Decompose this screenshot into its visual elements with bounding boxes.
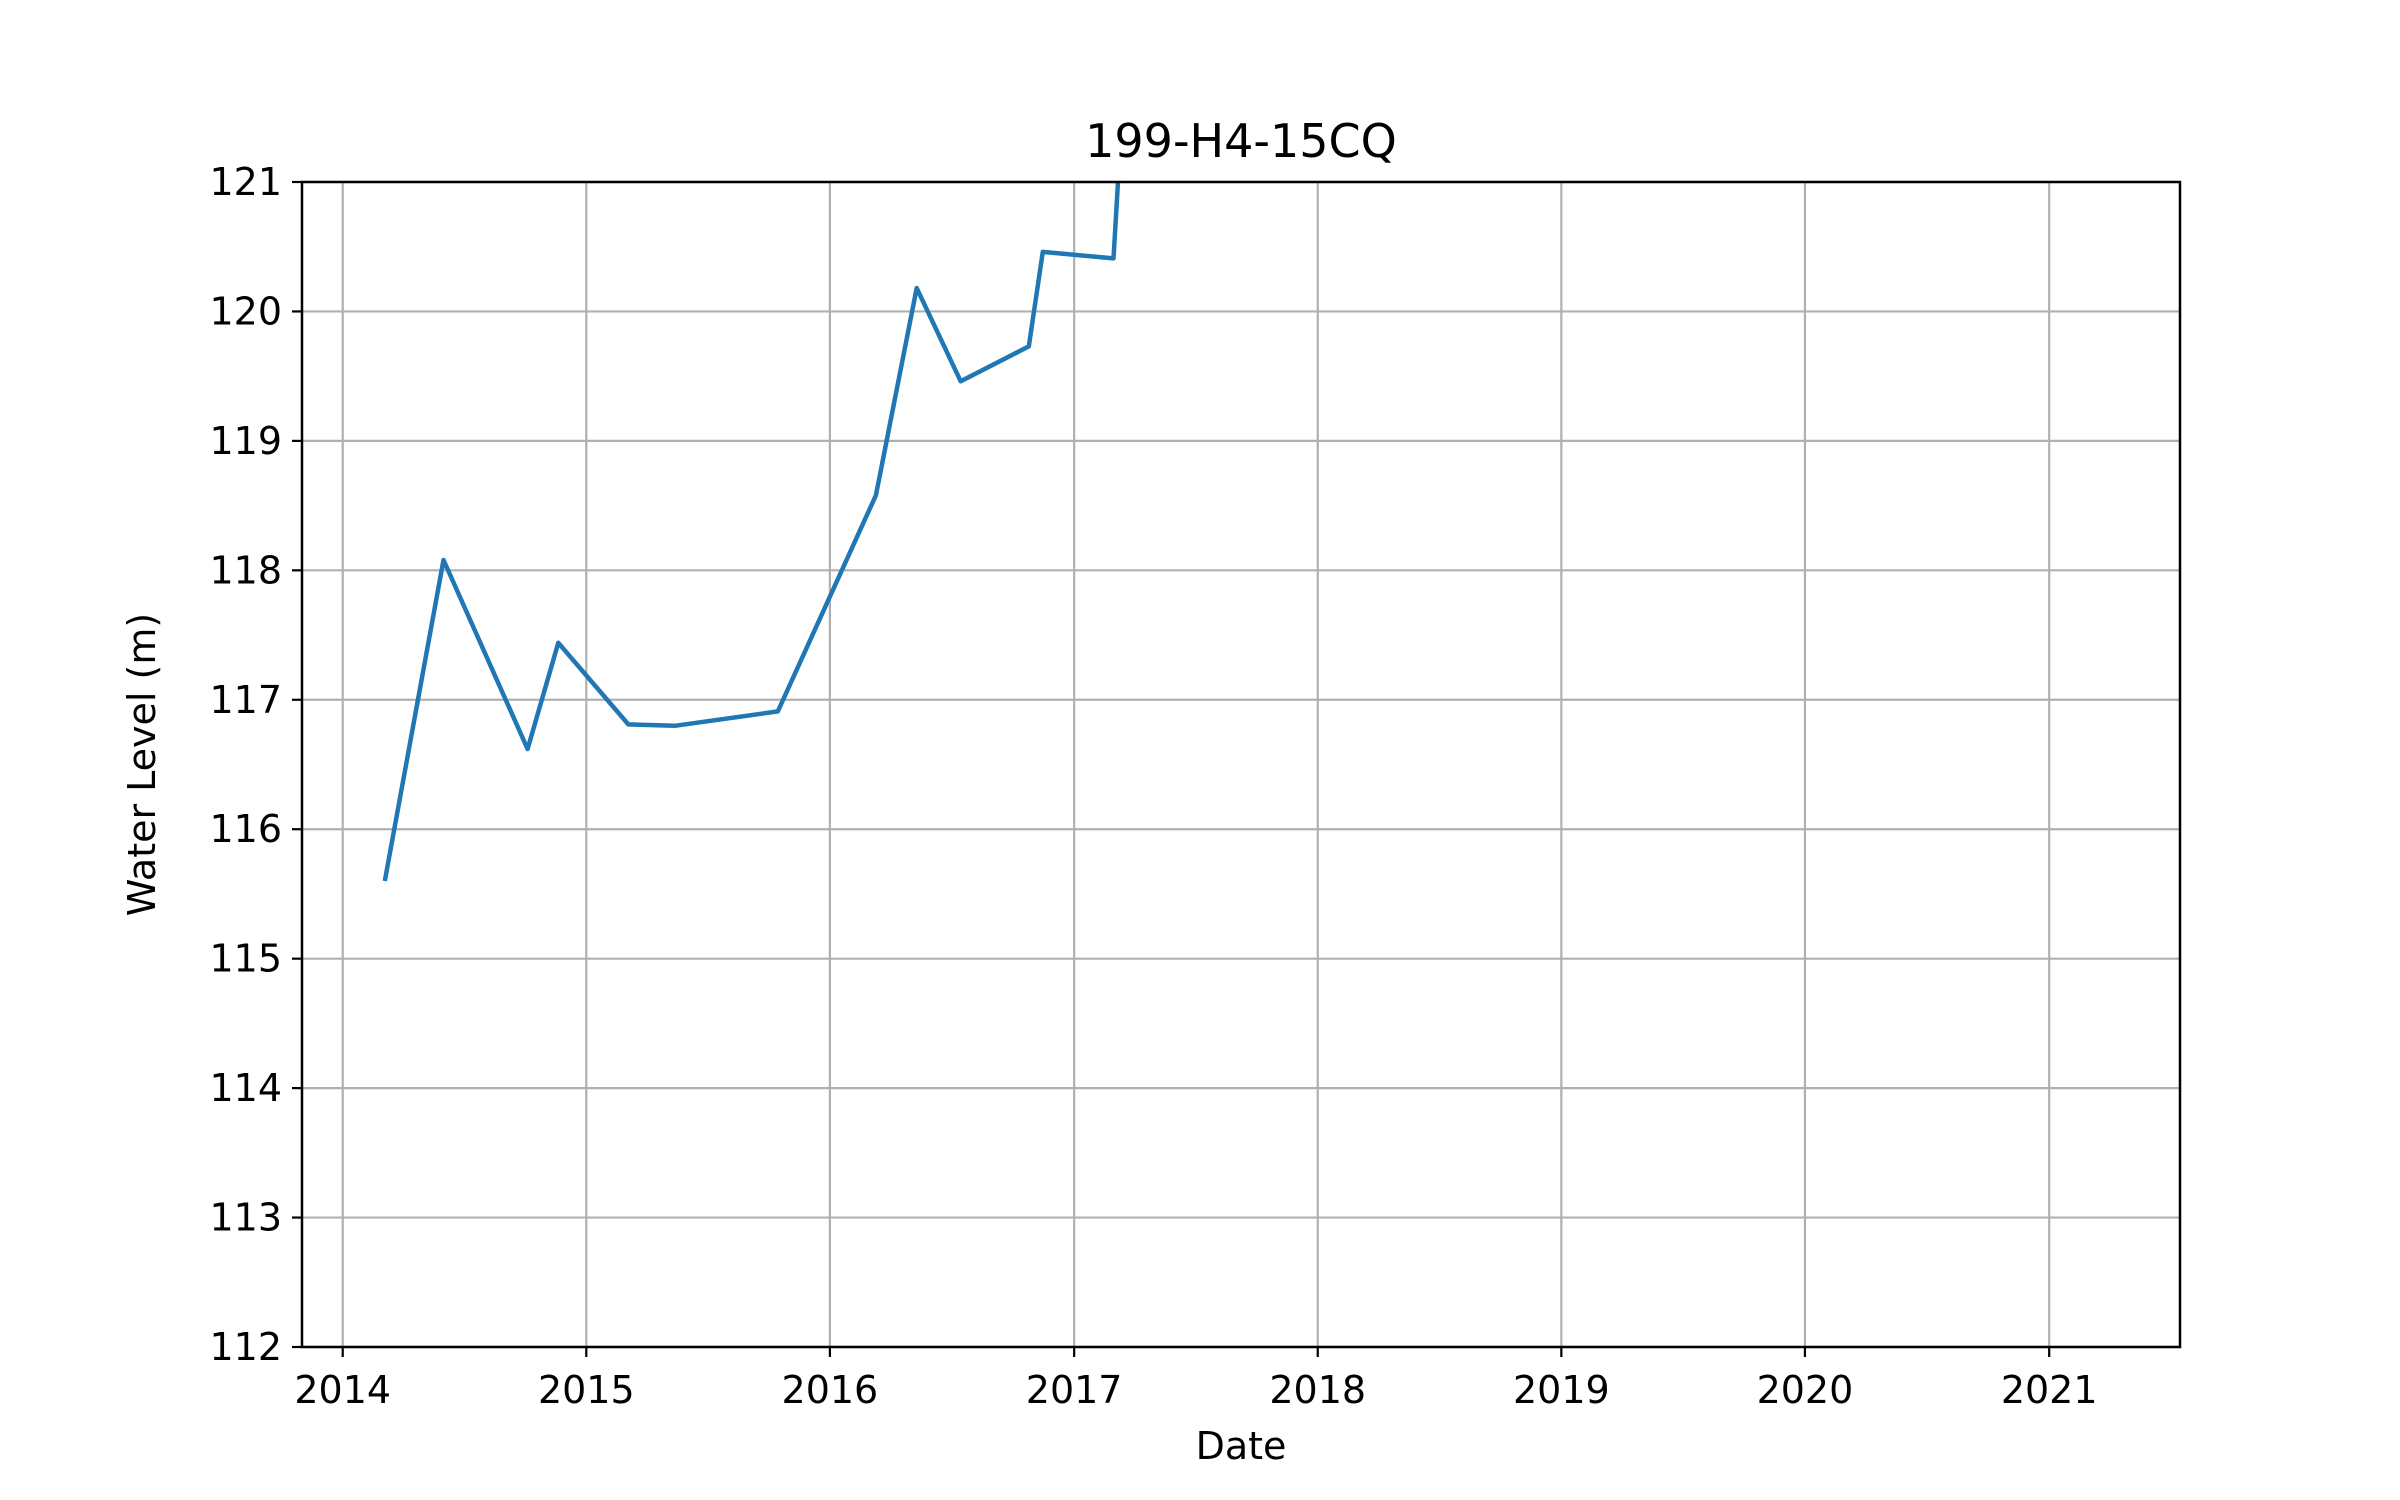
x-axis-label: Date [1196,1424,1287,1468]
y-tick-label: 119 [209,419,282,463]
x-tick-label: 2020 [1757,1368,1854,1412]
y-tick-label: 116 [209,807,282,851]
ticks: 2014 2015 2016 2017 2018 2019 2020 2021 112 113 11… [209,160,2097,1412]
y-tick-label: 118 [209,548,282,592]
x-tick-label: 2014 [294,1368,391,1412]
plot-frame [300,180,2182,1349]
y-tick-label: 114 [209,1066,282,1110]
x-tick-label: 2017 [1026,1368,1123,1412]
y-tick-label: 121 [209,160,282,204]
y-tick-label: 112 [209,1325,282,1369]
y-tick-label: 117 [209,678,282,722]
x-tick-label: 2021 [2001,1368,2098,1412]
x-tick-label: 2016 [782,1368,879,1412]
y-tick-label: 113 [209,1196,282,1240]
y-tick-label: 120 [209,289,282,333]
series-line [382,182,1121,882]
x-tick-label: 2019 [1513,1368,1610,1412]
y-tick-label: 115 [209,937,282,981]
chart-title: 199-H4-15CQ [1085,114,1397,168]
series-layer [382,182,1121,882]
x-tick-label: 2018 [1269,1368,1366,1412]
x-tick-label: 2015 [538,1368,635,1412]
y-axis-label: Water Level (m) [120,613,164,916]
